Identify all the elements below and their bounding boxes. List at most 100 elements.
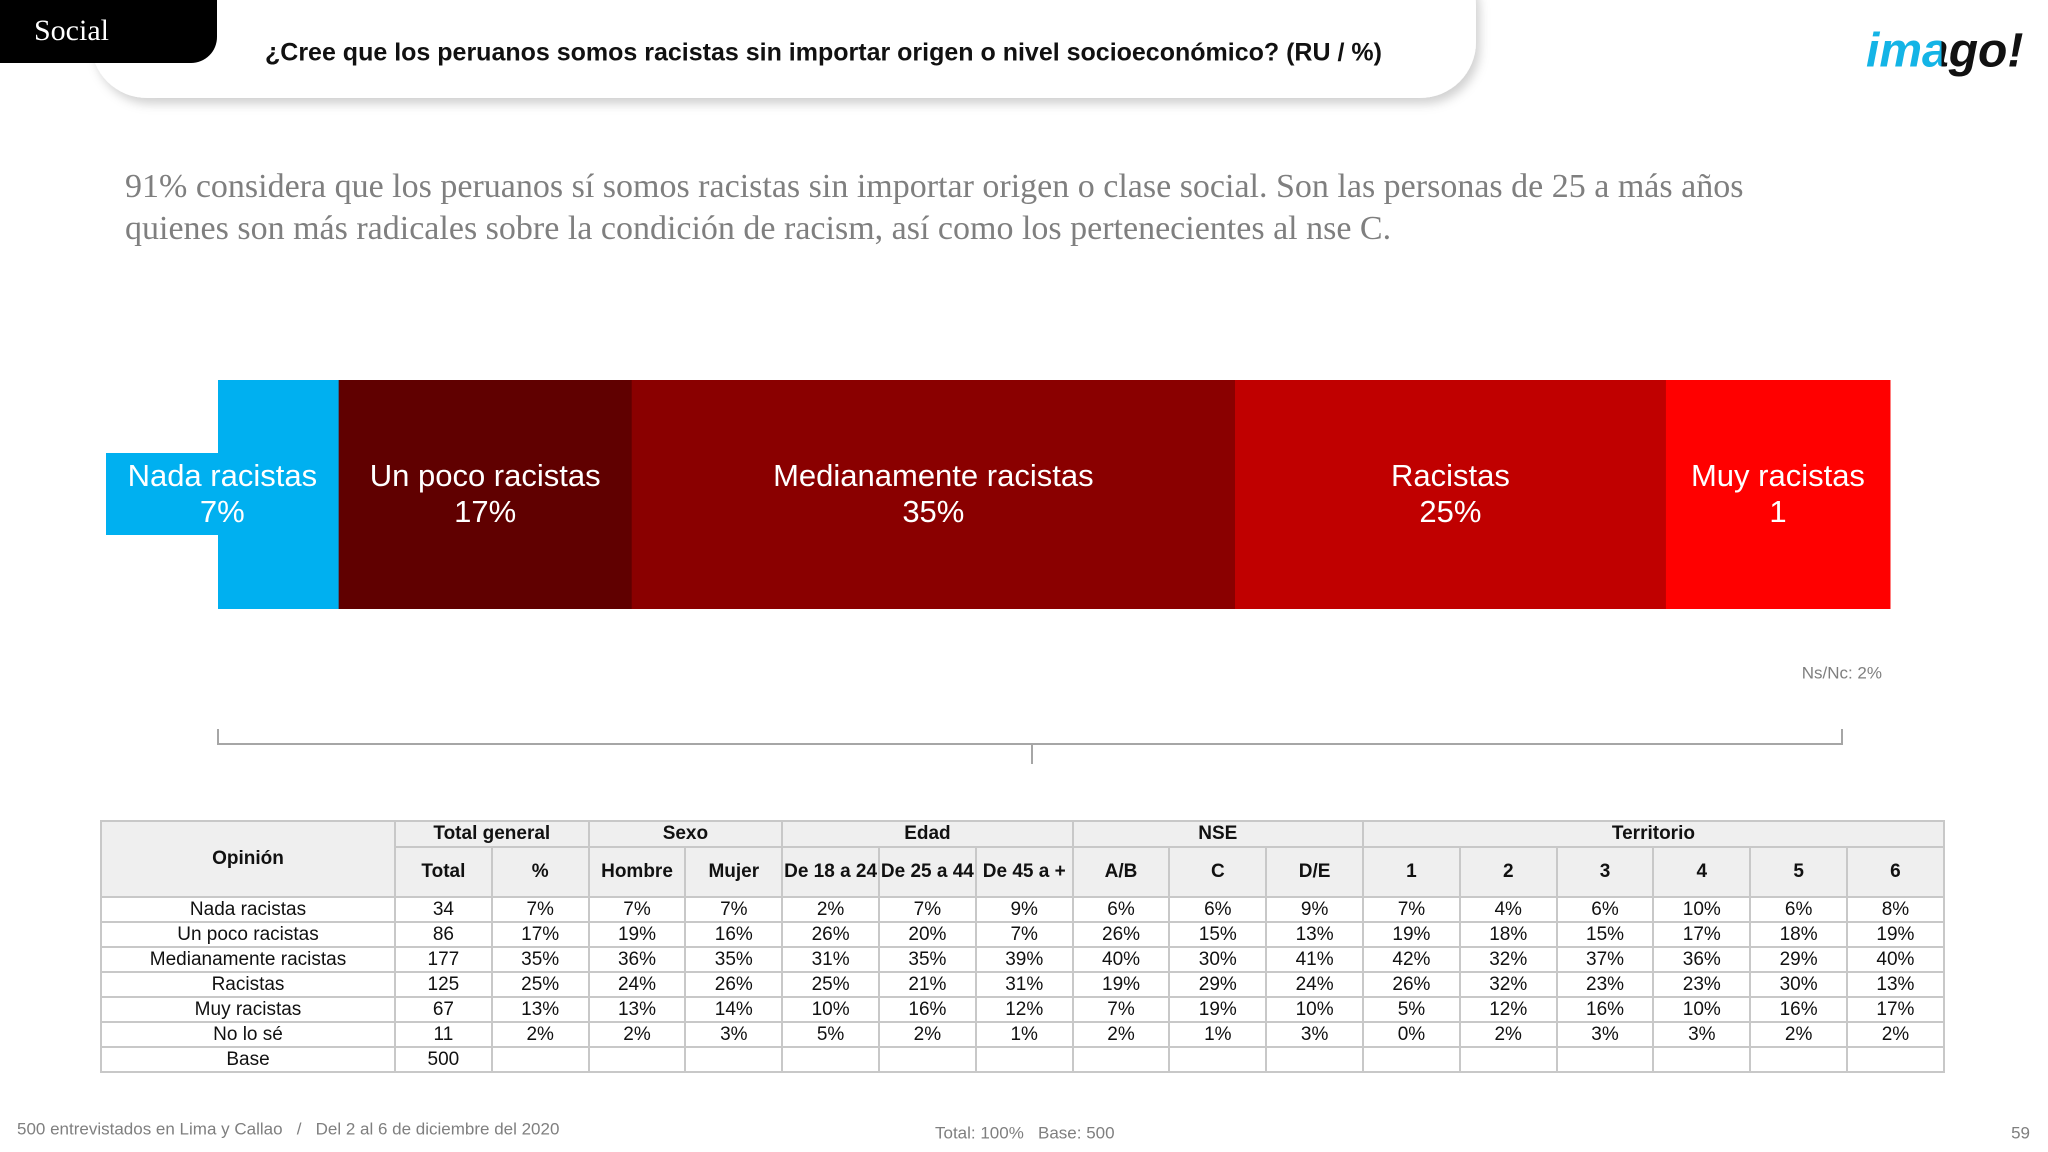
table-cell: 13% <box>1265 921 1365 948</box>
table-cell: 20% <box>878 921 977 948</box>
column-header: De 18 a 24 <box>781 846 880 898</box>
table-row: Nada racistas 34 7% 7% 7% 2% 7% 9% 6% 6% 9% 7% 4% 6% 1… <box>100 896 1945 923</box>
column-header: % <box>490 846 590 898</box>
table-cell: 3% <box>1652 1021 1752 1048</box>
table-cell: 17% <box>1846 996 1945 1023</box>
table-row: Un poco racistas 86 17% 19% 16% 26% 20% 7% 26% 15… <box>100 921 1945 948</box>
empty-cell <box>1071 1046 1171 1073</box>
table-cell: 8% <box>1846 896 1945 923</box>
table-cell: 9% <box>974 896 1074 923</box>
crosstab: Opinión Total general Sexo Edad NSE Territori… <box>100 820 1945 1073</box>
table-cell: 31% <box>781 946 880 973</box>
table-cell: 36% <box>587 946 687 973</box>
column-header: 3 <box>1555 846 1655 898</box>
header-row: Total% Hombre Mujer De 18 a 24 De 25 a 44 De … <box>101 846 1945 898</box>
table-cell: Un poco racistas <box>100 921 396 948</box>
empty-cell <box>490 1046 590 1073</box>
bar-segment <box>1665 380 1891 609</box>
table-cell: 31% <box>974 971 1074 998</box>
table-cell: 2% <box>587 1021 687 1048</box>
header-row: Opinión Total general Sexo Edad NSE Territori… <box>100 820 1945 898</box>
segment-label: Medianamente racistas <box>773 458 1094 493</box>
table-cell: 2% <box>1071 1021 1171 1048</box>
table-cell: 7% <box>587 896 687 923</box>
table-cell: 1% <box>1168 1021 1268 1048</box>
empty-cell <box>1458 1046 1558 1073</box>
table-cell: 30% <box>1168 946 1268 973</box>
group-header: Total general <box>394 820 590 848</box>
table-cell: 12% <box>974 996 1074 1023</box>
table-cell: 16% <box>878 996 977 1023</box>
table-cell: 6% <box>1071 896 1171 923</box>
table-cell: 35% <box>490 946 590 973</box>
table-cell: 26% <box>1362 971 1461 998</box>
table-cell: 21% <box>878 971 977 998</box>
section-tab <box>0 0 217 63</box>
empty-cell <box>587 1046 687 1073</box>
table-cell: 2% <box>1749 1021 1849 1048</box>
table-row: Muy racistas 67 13% 13% 14% 10% 16% 12% 7% 19% 10%… <box>100 996 1945 1023</box>
table-cell: 7% <box>974 921 1074 948</box>
table-cell: Base <box>100 1046 396 1073</box>
table-cell: 67 <box>394 996 493 1023</box>
table-cell: 36% <box>1652 946 1752 973</box>
table-cell: 37% <box>1555 946 1655 973</box>
table-cell: 35% <box>684 946 784 973</box>
table-cell: 29% <box>1168 971 1268 998</box>
empty-cell <box>1846 1046 1945 1073</box>
table-cell: 6% <box>1168 896 1268 923</box>
table-cell: 13% <box>490 996 590 1023</box>
table-cell: 3% <box>1555 1021 1655 1048</box>
segment-value: 7% <box>200 494 245 529</box>
bar-segment <box>631 380 1236 609</box>
table-cell: 2% <box>1458 1021 1558 1048</box>
segment-value: 1 <box>1769 494 1786 529</box>
table-cell: 5% <box>1362 996 1461 1023</box>
table-cell: 24% <box>1265 971 1365 998</box>
summary-line: 91% considera que los peruanos sí somos … <box>125 168 1743 205</box>
column-header: 5 <box>1749 846 1849 898</box>
table-cell: 23% <box>1652 971 1752 998</box>
table-cell: 30% <box>1749 971 1849 998</box>
annotation: Ns/Nc: 2% <box>1802 663 1882 682</box>
table-row: Medianamente racistas 177 35% 36% 35% 31% 35% 3… <box>100 946 1945 973</box>
group-header: Opinión <box>100 820 396 898</box>
table-cell: 13% <box>587 996 687 1023</box>
table-cell: 7% <box>1362 896 1461 923</box>
footer-totals: Total: 100% Base: 500 <box>935 1123 1115 1142</box>
table-cell: 0% <box>1362 1021 1461 1048</box>
table-cell: 29% <box>1749 946 1849 973</box>
table-cell: 19% <box>587 921 687 948</box>
table-cell: 26% <box>1071 921 1171 948</box>
section-label: Social <box>34 14 109 47</box>
table-cell: 24% <box>587 971 687 998</box>
table-cell: 125 <box>394 971 493 998</box>
footer-source: 500 entrevistados en Lima y Callao / Del… <box>17 1119 559 1138</box>
column-header: 1 <box>1362 846 1461 898</box>
table-cell: 26% <box>684 971 784 998</box>
logo: imago! <box>1866 25 2023 78</box>
table-cell: 40% <box>1071 946 1171 973</box>
table-cell: 12% <box>1458 996 1558 1023</box>
column-header: Hombre <box>587 846 687 898</box>
empty-cell <box>1168 1046 1268 1073</box>
table-cell: No lo sé <box>100 1021 396 1048</box>
table-row: No lo sé 11 2% 2% 3% 5% 2% 1% 2% 1% 3% 0% 2% 3% 3% 2% 2% <box>100 1021 1945 1048</box>
table-cell: 11 <box>394 1021 493 1048</box>
table-cell: 500 <box>394 1046 493 1073</box>
table-cell: 19% <box>1362 921 1461 948</box>
table-cell: 9% <box>1265 896 1365 923</box>
bar-segment <box>1234 380 1667 609</box>
group-header: Sexo <box>587 820 784 848</box>
table-cell: 15% <box>1168 921 1268 948</box>
table-cell: 40% <box>1846 946 1945 973</box>
group-header: Territorio <box>1362 820 1945 848</box>
column-header: C <box>1168 846 1268 898</box>
empty-cell <box>1652 1046 1752 1073</box>
table-cell: 7% <box>878 896 977 923</box>
column-header: De 45 a + <box>974 846 1074 898</box>
table-cell: 16% <box>684 921 784 948</box>
empty-cell <box>974 1046 1074 1073</box>
segment-value: 25% <box>1419 494 1481 529</box>
bar-segment <box>218 380 340 609</box>
